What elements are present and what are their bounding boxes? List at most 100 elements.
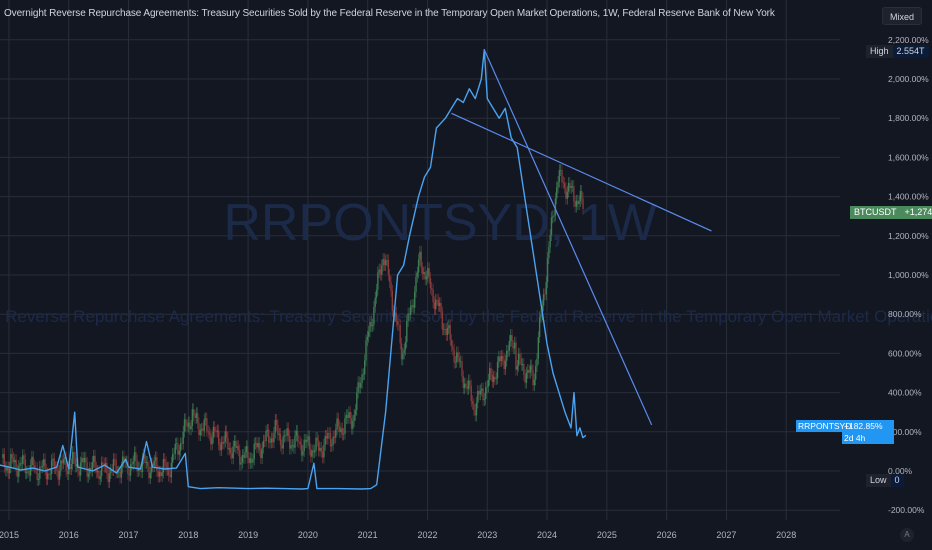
btc-candle-body <box>169 475 171 478</box>
btc-candle-body <box>512 346 515 349</box>
btc-candle-body <box>195 413 198 418</box>
btc-candle-body <box>474 409 476 416</box>
btc-candle-body <box>488 368 491 380</box>
btc-candle-body <box>64 457 66 460</box>
btc-candle-body <box>203 419 205 431</box>
scale-mode-button[interactable]: Mixed <box>882 7 922 25</box>
btc-candle-body <box>295 430 298 436</box>
y-tick-label: 2,000.00% <box>888 74 929 84</box>
btc-candle-body <box>381 265 383 275</box>
btc-candle-body <box>198 423 200 436</box>
btc-candle-body <box>353 414 355 422</box>
btc-candle-body <box>83 457 86 463</box>
btc-candle-body <box>291 444 294 446</box>
btc-candle-body <box>81 457 83 463</box>
high-value: 2.554T <box>892 45 929 58</box>
btc-candle-body <box>567 182 570 192</box>
btc-candle-body <box>68 466 70 475</box>
btc-candle-body <box>323 444 325 458</box>
x-tick-label: 2028 <box>776 530 796 540</box>
btc-candle-body <box>239 450 241 465</box>
x-axis: 2015 2016 2017 2018 2019 2020 2021 2022 2023 2024… <box>0 530 796 540</box>
btc-candle-body <box>281 445 283 449</box>
btc-candle-body <box>193 409 195 416</box>
btc-candle-body <box>85 457 87 463</box>
btc-candle-body <box>487 379 490 387</box>
btc-candle-body <box>475 402 478 416</box>
btc-candle-body <box>32 456 34 466</box>
btc-candle-body <box>453 349 455 363</box>
btc-candle-body <box>423 272 425 274</box>
btc-candle-body <box>483 399 486 401</box>
btc-candle-body <box>208 432 211 435</box>
btc-candle-body <box>225 431 228 438</box>
btc-candle-body <box>4 467 7 471</box>
btc-candle-body <box>382 259 384 266</box>
btc-candle-body <box>438 303 441 306</box>
btc-candle-body <box>519 353 521 359</box>
btc-candle-body <box>375 289 378 298</box>
btc-candle-body <box>72 451 74 464</box>
btc-candle-body <box>325 435 328 439</box>
btc-candle-body <box>53 458 55 469</box>
btc-candle-body <box>179 443 182 451</box>
btc-candle-body <box>428 268 430 279</box>
btc-candle-body <box>216 430 219 432</box>
btc-candle-body <box>573 186 575 202</box>
btc-candle-body <box>495 378 497 380</box>
btc-candle-body <box>165 462 167 470</box>
x-tick-label: 2024 <box>537 530 557 540</box>
btc-candle-body <box>112 459 115 471</box>
btc-candle-body <box>210 434 212 445</box>
btc-candle-body <box>241 455 244 463</box>
btc-candle-body <box>529 365 532 373</box>
btc-candle-body <box>219 444 221 451</box>
btc-candle-body <box>187 422 190 427</box>
low-label: Low <box>866 474 891 487</box>
btc-candle-body <box>452 346 454 350</box>
btc-candle-body <box>431 288 433 290</box>
btc-candle-body <box>8 467 11 474</box>
y-tick-label: 1,400.00% <box>888 192 929 202</box>
help-icon[interactable]: A <box>900 528 914 542</box>
btc-candle-body <box>75 464 78 467</box>
btc-candle-body <box>300 444 303 456</box>
btc-candle-body <box>458 357 461 362</box>
btc-candle-body <box>7 467 9 474</box>
btc-candle-body <box>62 459 65 464</box>
btc-candle-body <box>445 329 447 336</box>
y-tick-label: 1,800.00% <box>888 113 929 123</box>
btc-candle-body <box>466 386 468 389</box>
btc-candle-body <box>506 350 508 361</box>
btc-candle-body <box>70 463 73 470</box>
btc-candle-body <box>298 440 300 443</box>
btc-candle-body <box>304 439 307 443</box>
btc-candle-body <box>302 450 304 456</box>
btc-candle-body <box>407 313 409 321</box>
btc-candle-body <box>22 455 24 464</box>
btc-candle-body <box>191 409 194 426</box>
btc-candle-body <box>152 463 154 467</box>
btc-candle-body <box>106 462 108 474</box>
btc-candle-body <box>114 459 116 460</box>
btc-candle-body <box>545 282 547 295</box>
btc-candle-body <box>373 306 375 325</box>
btc-candle-body <box>546 258 549 283</box>
btc-candle-body <box>31 456 33 465</box>
btc-candle-body <box>336 418 338 430</box>
btc-candle-body <box>231 453 233 459</box>
btc-candle-body <box>277 424 279 435</box>
btc-candle-body <box>427 268 429 277</box>
btc-candle-body <box>292 444 295 448</box>
btc-candle-body <box>45 469 48 480</box>
rrp-label: RRPONTSYD <box>796 420 852 432</box>
btc-candle-body <box>128 474 130 476</box>
btc-candle-body <box>367 331 370 337</box>
btc-candle-body <box>473 403 475 410</box>
btc-candle-body <box>140 470 142 473</box>
btc-candle-body <box>296 430 299 441</box>
btc-candle-body <box>287 428 290 436</box>
x-tick-label: 2020 <box>298 530 318 540</box>
chart-title: Overnight Reverse Repurchase Agreements:… <box>4 8 775 19</box>
